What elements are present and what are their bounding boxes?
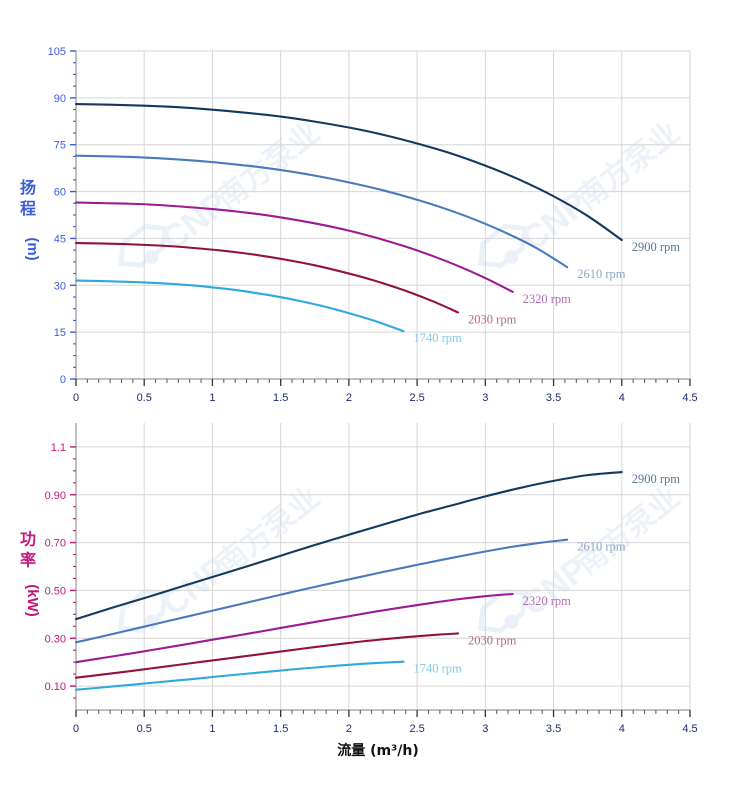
y-axis-title-power-curve: 功率 (kW)	[20, 530, 41, 617]
y-tick-label: 0.90	[45, 490, 66, 502]
series-label-2320-rpm: 2320 rpm	[523, 594, 572, 608]
series-label-2900-rpm: 2900 rpm	[632, 472, 681, 486]
x-tick-label: 4	[619, 723, 625, 735]
series-curve-2030-rpm	[74, 632, 460, 679]
x-tick-label: 4.5	[682, 723, 697, 735]
series-curve-2610-rpm	[74, 538, 569, 644]
series-label-2030-rpm: 2030 rpm	[468, 312, 517, 326]
series-curve-2900-rpm	[74, 470, 623, 621]
y-tick-label: 0.30	[45, 633, 66, 645]
series-curve-1740-rpm	[74, 279, 405, 333]
series-curve-2900-rpm	[74, 103, 623, 242]
watermark-diamond-icon	[477, 588, 528, 634]
y-tick-label: 105	[48, 46, 66, 58]
series-label-2030-rpm: 2030 rpm	[468, 633, 517, 647]
watermark-dot-icon	[504, 614, 519, 629]
series-label-2610-rpm: 2610 rpm	[577, 267, 626, 281]
watermark-cn-text: 南方泵业	[210, 480, 326, 581]
x-tick-label: 1	[209, 392, 215, 404]
x-tick-label: 3	[482, 392, 488, 404]
x-axis-title: 流量 (m³/h)	[337, 742, 418, 759]
watermark-badge-icon	[477, 588, 528, 634]
y-tick-label: 75	[54, 140, 66, 152]
watermark-dot-icon	[144, 249, 159, 264]
x-tick-label: 0.5	[137, 392, 152, 404]
y-tick-label: 1.1	[51, 442, 66, 454]
x-tick-label: 3	[482, 723, 488, 735]
watermark-badge-icon	[477, 223, 528, 269]
y-axis-title-char: 功	[20, 530, 36, 549]
y-axis-title-unit: (kW)	[24, 584, 41, 617]
x-tick-label: 3.5	[546, 392, 561, 404]
x-tick-label: 0.5	[137, 723, 152, 735]
watermark-cn-text: 南方泵业	[210, 115, 326, 216]
series-curve-1740-rpm	[74, 660, 405, 691]
chart-head-curve: 0 15 30 45 60 75 90 105 0 0.5 1 1.5 2 2.5 3 3.5 4 4.5 2900…	[48, 46, 698, 404]
series-label-1740-rpm: 1740 rpm	[413, 331, 462, 345]
series-curve-2320-rpm	[74, 201, 514, 293]
y-axis-title-char: 扬	[20, 178, 36, 197]
y-tick-label: 30	[54, 280, 66, 292]
series-curve-2610-rpm	[74, 154, 569, 269]
x-tick-label: 2.5	[409, 723, 424, 735]
x-tick-label: 1	[209, 723, 215, 735]
chart-power-curve: 0.10 0.30 0.50 0.70 0.90 1.1 0 0.5 1 1.5 2 2.5 3 3.5 4…	[45, 423, 698, 735]
x-tick-label: 1.5	[273, 392, 288, 404]
y-axis-title-char: 率	[20, 551, 36, 570]
watermark-cn-text: 南方泵业	[570, 115, 686, 216]
x-tick-label: 4	[619, 392, 625, 404]
y-tick-label: 0.70	[45, 538, 66, 550]
x-tick-label: 2	[346, 392, 352, 404]
watermark-diamond-icon	[477, 223, 528, 269]
x-tick-label: 2.5	[409, 392, 424, 404]
x-tick-label: 2	[346, 723, 352, 735]
series-label-2610-rpm: 2610 rpm	[577, 540, 626, 554]
y-tick-label: 0.50	[45, 585, 66, 597]
y-axis-title-unit: (m)	[24, 237, 41, 260]
y-axis-title-char: 程	[20, 199, 36, 218]
series-label-2900-rpm: 2900 rpm	[632, 240, 681, 254]
x-tick-label: 4.5	[682, 392, 697, 404]
x-tick-label: 0	[73, 723, 79, 735]
watermark-dot-icon	[504, 249, 519, 264]
y-tick-label: 45	[54, 233, 66, 245]
x-tick-label: 0	[73, 392, 79, 404]
y-axis-title-head-curve: 扬程 (m)	[20, 178, 41, 261]
y-tick-label: 15	[54, 327, 66, 339]
x-tick-label: 3.5	[546, 723, 561, 735]
y-tick-label: 0	[60, 374, 66, 386]
series-label-1740-rpm: 1740 rpm	[413, 662, 462, 676]
series-curve-2320-rpm	[74, 592, 514, 664]
series-label-2320-rpm: 2320 rpm	[523, 292, 572, 306]
watermark-cn-text: 南方泵业	[570, 480, 686, 581]
x-tick-label: 1.5	[273, 723, 288, 735]
y-tick-label: 0.10	[45, 681, 66, 693]
watermark-diamond-icon	[117, 588, 168, 634]
series-curve-2030-rpm	[74, 242, 460, 314]
y-tick-label: 90	[54, 93, 66, 105]
y-tick-label: 60	[54, 187, 66, 199]
